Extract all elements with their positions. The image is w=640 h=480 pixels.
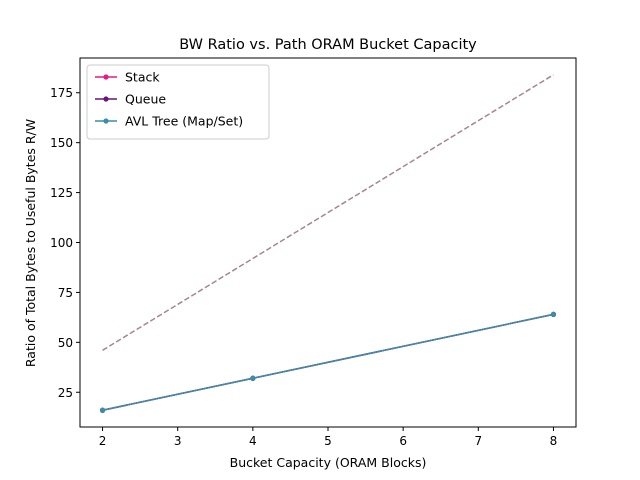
legend-swatch-marker-2 <box>103 118 109 124</box>
legend-label-1: Queue <box>125 92 166 107</box>
chart-title: BW Ratio vs. Path ORAM Bucket Capacity <box>179 37 477 53</box>
series-line-3 <box>102 74 554 351</box>
x-tick-label-6: 6 <box>399 434 407 448</box>
legend-box <box>86 64 270 140</box>
legend-label-0: Stack <box>125 70 160 85</box>
x-axis-label: Bucket Capacity (ORAM Blocks) <box>230 455 427 470</box>
x-tick-label-8: 8 <box>550 434 558 448</box>
legend-label-2: AVL Tree (Map/Set) <box>125 114 243 129</box>
x-tick-label-3: 3 <box>174 434 182 448</box>
x-tick-label-4: 4 <box>249 434 257 448</box>
x-tick-label-7: 7 <box>474 434 482 448</box>
series-2-point-1 <box>250 375 256 381</box>
y-tick-label-75: 75 <box>58 286 73 300</box>
legend: Stack Queue AVL Tree (Map/Set) <box>86 64 270 140</box>
legend-swatch-marker-1 <box>103 96 109 102</box>
y-tick-label-100: 100 <box>50 236 73 250</box>
y-tick-label-175: 175 <box>50 86 73 100</box>
plot-area: 2 3 4 5 6 7 8 25 50 75 100 125 150 175 <box>50 57 577 448</box>
y-tick-label-125: 125 <box>50 186 73 200</box>
legend-swatch-marker-0 <box>103 74 109 80</box>
series-2-point-2 <box>550 311 557 317</box>
y-tick-label-25: 25 <box>58 386 73 400</box>
series-2-point-0 <box>99 407 106 413</box>
x-tick-label-5: 5 <box>324 434 332 448</box>
y-axis-label: Ratio of Total Bytes to Useful Bytes R/W <box>23 119 38 367</box>
y-tick-label-150: 150 <box>50 136 73 150</box>
y-tick-label-50: 50 <box>58 336 73 350</box>
x-tick-label-2: 2 <box>99 434 107 448</box>
